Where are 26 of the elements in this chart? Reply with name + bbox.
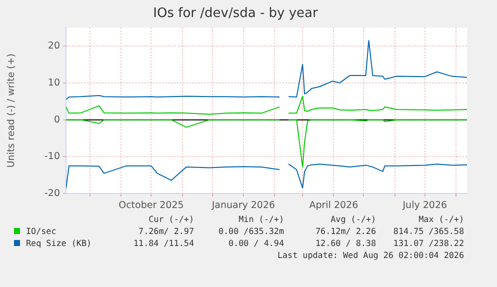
x-tick-label: April 2026: [309, 200, 358, 211]
text: 0.00 / 4.94: [228, 237, 284, 249]
text: Last update: Wed Aug 26 02:00:04 2026: [277, 249, 464, 261]
text: 0.00 /635.32m: [218, 225, 284, 237]
text: 76.12m/ 2.26: [315, 225, 376, 237]
x-tick-label: January 2026: [210, 200, 276, 211]
text: 814.75 /365.58: [393, 225, 464, 237]
y-tick-label: 10: [48, 77, 60, 88]
text: 7.26m/ 2.97: [138, 225, 194, 237]
text: Avg (-/+): [330, 213, 376, 225]
y-axis-title: Units read (-) / write (+): [6, 54, 18, 168]
y-tick-label: -10: [44, 151, 60, 162]
y-tick-label: 0: [54, 114, 60, 126]
x-tick-label: October 2025: [118, 200, 184, 211]
text: 11.84 /11.54: [133, 237, 194, 249]
text: Max (-/+): [418, 213, 464, 225]
x-tick-label: July 2026: [402, 200, 448, 211]
legend-label: IO/sec: [26, 225, 56, 237]
y-tick-label: -20: [44, 188, 60, 200]
chart-title: IOs for /dev/sda - by year: [153, 6, 319, 22]
text: Cur (-/+): [148, 213, 194, 225]
y-tick-label: 20: [48, 40, 60, 52]
text: 131.07 /238.22: [393, 237, 464, 249]
text: 12.60 / 8.38: [315, 237, 376, 249]
text: Min (-/+): [238, 213, 284, 225]
legend-label: Req Size (KB): [26, 237, 92, 249]
